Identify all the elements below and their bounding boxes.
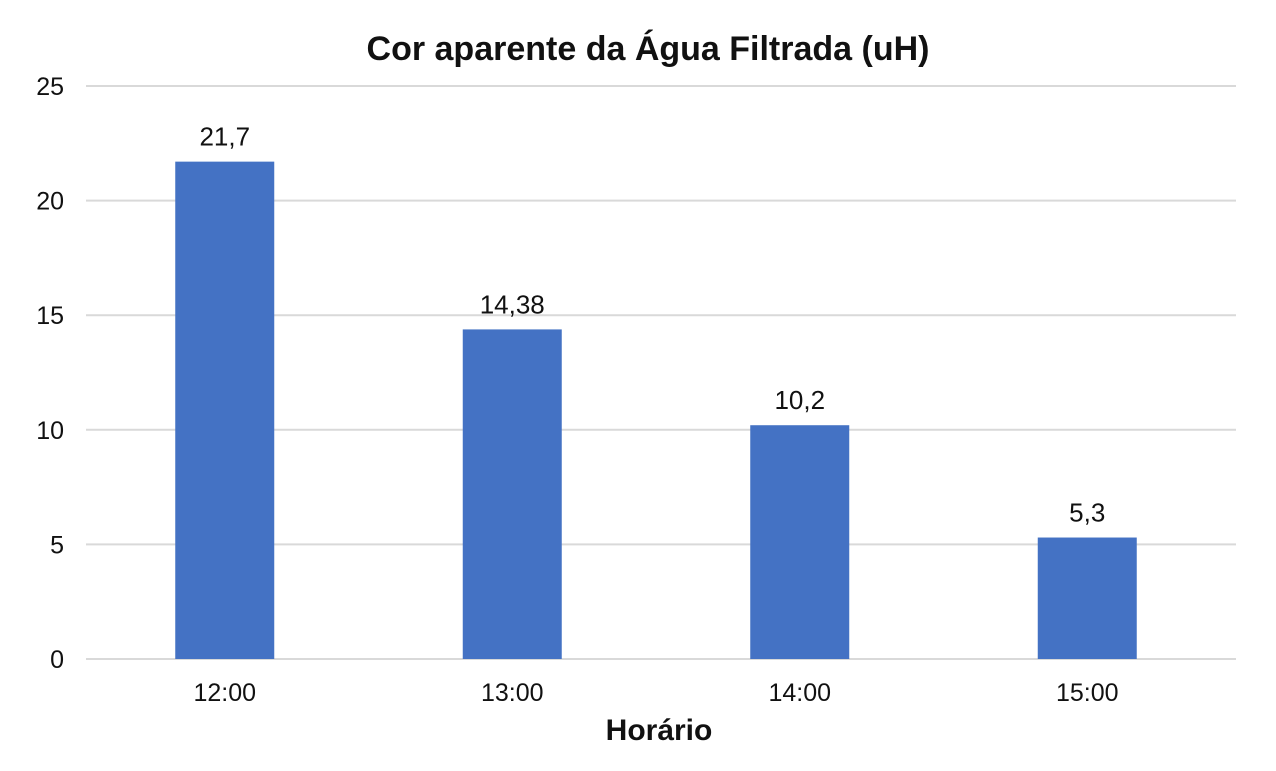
y-axis-ticks: 0 5 10 15 20 25	[36, 73, 64, 674]
data-label: 14,38	[480, 289, 545, 319]
y-tick-label: 5	[50, 531, 64, 559]
y-tick-label: 20	[36, 188, 64, 216]
x-tick-label: 13:00	[481, 679, 544, 707]
bar	[175, 161, 275, 660]
chart-title: Cor aparente da Água Filtrada (uH)	[367, 30, 930, 68]
data-label: 10,2	[774, 385, 825, 415]
bar	[750, 425, 850, 659]
x-axis-ticks: 12:00 13:00 14:00 15:00	[193, 679, 1118, 707]
x-tick-label: 15:00	[1056, 679, 1119, 707]
bars	[175, 161, 1137, 660]
data-labels: 21,7 14,38 10,2 5,3	[199, 122, 1105, 528]
y-tick-label: 0	[50, 646, 64, 674]
x-axis-title: Horário	[606, 714, 713, 747]
y-tick-label: 25	[36, 73, 64, 101]
bar	[1037, 537, 1137, 659]
data-label: 21,7	[199, 122, 250, 152]
y-tick-label: 15	[36, 302, 64, 330]
x-tick-label: 14:00	[768, 679, 831, 707]
data-label: 5,3	[1069, 498, 1105, 528]
y-tick-label: 10	[36, 417, 64, 445]
x-tick-label: 12:00	[193, 679, 256, 707]
bar	[462, 329, 562, 659]
